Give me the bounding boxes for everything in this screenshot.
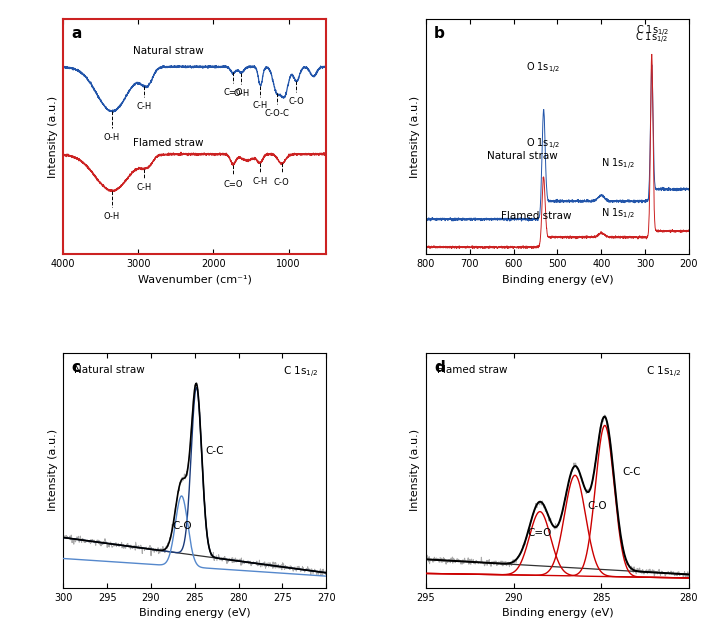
Text: C-H: C-H: [137, 102, 152, 111]
Text: C-O: C-O: [587, 501, 607, 511]
Text: C 1s$_{1/2}$: C 1s$_{1/2}$: [635, 31, 669, 46]
Text: N 1s$_{1/2}$: N 1s$_{1/2}$: [601, 207, 635, 222]
Text: C-H: C-H: [253, 102, 268, 111]
Text: C-O-C: C-O-C: [264, 109, 289, 118]
Text: a: a: [71, 26, 82, 42]
Text: O-H: O-H: [104, 212, 120, 220]
Y-axis label: Intensity (a.u.): Intensity (a.u.): [48, 96, 58, 178]
Text: Flamed straw: Flamed straw: [437, 365, 507, 374]
Text: Flamed straw: Flamed straw: [133, 138, 204, 148]
Text: b: b: [434, 26, 445, 42]
Text: C-O: C-O: [274, 178, 290, 187]
Text: C-C: C-C: [622, 467, 641, 477]
Text: d: d: [434, 360, 445, 375]
Text: O-H: O-H: [233, 89, 250, 98]
Text: C=O: C=O: [224, 88, 243, 97]
Text: O 1s$_{1/2}$: O 1s$_{1/2}$: [527, 61, 560, 76]
Text: C-H: C-H: [137, 183, 152, 192]
Text: C-H: C-H: [252, 177, 268, 186]
Text: C 1s$_{1/2}$: C 1s$_{1/2}$: [283, 365, 318, 380]
Text: O 1s$_{1/2}$: O 1s$_{1/2}$: [527, 137, 560, 152]
Text: C=O: C=O: [528, 528, 552, 538]
Text: C=O: C=O: [224, 180, 243, 189]
Text: c: c: [71, 360, 80, 375]
X-axis label: Binding energy (eV): Binding energy (eV): [139, 608, 250, 619]
Text: C-O: C-O: [289, 97, 304, 106]
Y-axis label: Intensity (a.u.): Intensity (a.u.): [48, 429, 58, 511]
Text: C-O: C-O: [173, 521, 193, 531]
X-axis label: Binding energy (eV): Binding energy (eV): [502, 608, 613, 619]
Text: Natural straw: Natural straw: [74, 365, 145, 374]
Text: Natural straw: Natural straw: [487, 151, 558, 161]
Text: Natural straw: Natural straw: [133, 46, 204, 56]
Y-axis label: Intensity (a.u.): Intensity (a.u.): [411, 96, 420, 178]
X-axis label: Wavenumber (cm⁻¹): Wavenumber (cm⁻¹): [138, 275, 252, 284]
Text: C 1s$_{1/2}$: C 1s$_{1/2}$: [636, 24, 670, 39]
Text: C 1s$_{1/2}$: C 1s$_{1/2}$: [646, 365, 681, 380]
X-axis label: Binding energy (eV): Binding energy (eV): [502, 275, 613, 284]
Text: O-H: O-H: [104, 134, 120, 142]
Y-axis label: Intensity (a.u.): Intensity (a.u.): [411, 429, 420, 511]
Text: C-C: C-C: [205, 445, 224, 456]
Text: Flamed straw: Flamed straw: [501, 211, 571, 221]
Text: N 1s$_{1/2}$: N 1s$_{1/2}$: [601, 157, 635, 172]
